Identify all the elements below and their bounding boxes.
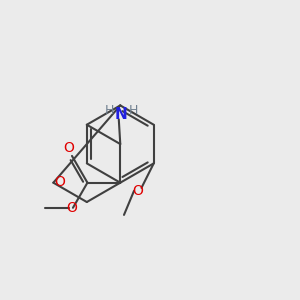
Text: O: O xyxy=(55,175,65,189)
Text: O: O xyxy=(64,142,74,155)
Text: H: H xyxy=(105,104,114,117)
Text: N: N xyxy=(115,107,128,122)
Text: O: O xyxy=(132,184,143,198)
Text: H: H xyxy=(129,104,138,117)
Text: O: O xyxy=(66,201,77,215)
